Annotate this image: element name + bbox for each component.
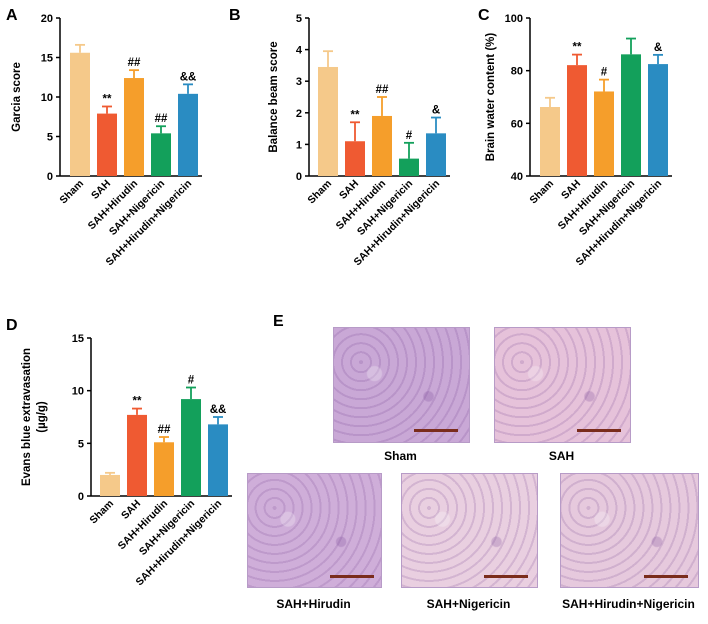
y-tick-label: 80 bbox=[511, 66, 523, 78]
y-tick-label: 4 bbox=[296, 45, 303, 57]
micrograph-sah-hirudin-nigericin bbox=[560, 473, 699, 588]
x-tick-label: SAH bbox=[89, 178, 113, 202]
micrograph-sah bbox=[494, 327, 631, 443]
bar-sham bbox=[70, 52, 90, 177]
micrograph-label-sah-hirudin: SAH+Hirudin bbox=[276, 597, 351, 611]
y-tick-label: 5 bbox=[47, 132, 53, 144]
panel-letter-e: E bbox=[273, 313, 284, 330]
panel-letter-d: D bbox=[6, 317, 18, 334]
bar-sah-nigericin bbox=[399, 158, 419, 176]
y-tick-label: 0 bbox=[78, 491, 84, 503]
bar-sah bbox=[97, 113, 117, 176]
significance-mark: ** bbox=[573, 42, 582, 54]
bar-sah-hirudin-nigericin bbox=[178, 93, 198, 176]
y-tick-label: 10 bbox=[72, 386, 84, 398]
bar-sah-hirudin bbox=[372, 115, 392, 176]
bar-sah-hirudin-nigericin bbox=[208, 424, 228, 496]
significance-mark: ** bbox=[103, 93, 112, 105]
y-tick-label: 1 bbox=[296, 139, 302, 151]
x-tick-label: Sham bbox=[527, 178, 556, 207]
bar-sah bbox=[127, 414, 147, 496]
y-axis-title: Garcia score bbox=[11, 62, 23, 132]
bar-sham bbox=[100, 474, 120, 496]
bar-sah-hirudin-nigericin bbox=[648, 64, 668, 176]
x-tick-label: SAH bbox=[559, 178, 583, 202]
x-tick-label: Sham bbox=[305, 178, 334, 207]
micrograph-sah-nigericin bbox=[401, 473, 538, 588]
y-tick-label: 100 bbox=[505, 13, 523, 25]
y-tick-label: 2 bbox=[296, 108, 302, 120]
micrograph-sah-hirudin bbox=[247, 473, 382, 588]
significance-mark: ## bbox=[128, 57, 141, 69]
bar-sah-hirudin bbox=[124, 78, 144, 176]
x-tick-label: SAH bbox=[337, 178, 361, 202]
bar-sah-nigericin bbox=[621, 54, 641, 177]
y-tick-label: 3 bbox=[296, 76, 302, 88]
y-tick-label: 5 bbox=[296, 13, 302, 25]
significance-mark: # bbox=[601, 67, 608, 79]
micrograph-label-sah-nigericin: SAH+Nigericin bbox=[426, 597, 511, 611]
y-tick-label: 5 bbox=[78, 438, 84, 450]
x-tick-label: Sham bbox=[57, 178, 86, 207]
significance-mark: ** bbox=[133, 396, 142, 408]
y-axis-title: Balance beam score bbox=[268, 41, 280, 152]
y-axis-title: Evans blue extravasation (µg/g) bbox=[21, 348, 48, 486]
bar-sham bbox=[318, 66, 338, 176]
significance-mark: ## bbox=[155, 113, 168, 125]
panel-letter-a: A bbox=[6, 7, 18, 24]
y-tick-label: 40 bbox=[511, 171, 523, 183]
y-tick-label: 15 bbox=[72, 333, 84, 345]
bar-sham bbox=[540, 107, 560, 176]
bar-sah-hirudin-nigericin bbox=[426, 133, 446, 176]
significance-mark: && bbox=[180, 71, 197, 83]
panel-letter-b: B bbox=[229, 7, 241, 24]
significance-mark: # bbox=[188, 375, 195, 387]
micrograph-label-sah: SAH bbox=[548, 449, 575, 463]
bar-sah-nigericin bbox=[181, 399, 201, 496]
bar-sah-hirudin bbox=[154, 442, 174, 496]
significance-mark: && bbox=[210, 404, 227, 416]
y-tick-label: 10 bbox=[41, 92, 53, 104]
bar-sah-hirudin bbox=[594, 91, 614, 176]
significance-mark: ** bbox=[351, 109, 360, 121]
y-tick-label: 20 bbox=[41, 13, 53, 25]
y-axis-title: Brain water content (%) bbox=[485, 33, 497, 162]
bar-sah-nigericin bbox=[151, 133, 171, 176]
panel-letter-c: C bbox=[478, 7, 490, 24]
x-tick-label: SAH bbox=[119, 498, 143, 522]
significance-mark: ## bbox=[376, 84, 389, 96]
significance-mark: ## bbox=[158, 424, 171, 436]
significance-mark: & bbox=[654, 42, 662, 54]
bar-sah bbox=[567, 65, 587, 176]
significance-mark: & bbox=[432, 105, 440, 117]
bar-sah bbox=[345, 141, 365, 176]
significance-mark: # bbox=[406, 130, 413, 142]
x-tick-label: Sham bbox=[87, 498, 116, 527]
micrograph-sham bbox=[333, 327, 470, 443]
y-tick-label: 60 bbox=[511, 118, 523, 130]
y-tick-label: 0 bbox=[296, 171, 302, 183]
y-tick-label: 15 bbox=[41, 53, 53, 65]
y-tick-label: 0 bbox=[47, 171, 53, 183]
micrograph-label-sham: Sham bbox=[384, 449, 417, 463]
micrograph-label-sah-hirudin-nigericin: SAH+Hirudin+Nigericin bbox=[562, 597, 695, 611]
